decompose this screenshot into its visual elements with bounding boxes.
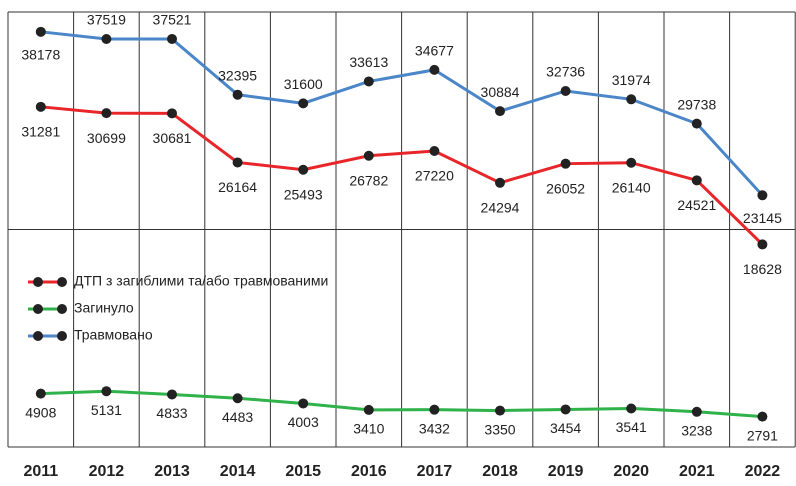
data-label: 26140 (612, 179, 651, 195)
data-label: 32395 (218, 67, 257, 83)
point (560, 404, 571, 415)
data-label: 33613 (349, 54, 388, 70)
x-tick-label: 2018 (482, 463, 518, 480)
x-tick-label: 2015 (285, 463, 321, 480)
data-label: 3238 (681, 422, 712, 438)
data-label: 4003 (288, 414, 319, 430)
data-label: 34677 (415, 43, 454, 59)
point (35, 101, 46, 112)
point (626, 157, 637, 168)
data-label: 32736 (546, 64, 585, 80)
legend-dot (57, 331, 67, 341)
data-label: 26782 (349, 172, 388, 188)
legend-label: Загинуло (74, 300, 134, 316)
data-label: 3350 (484, 421, 515, 437)
point (429, 404, 440, 415)
line (40, 30, 764, 197)
data-label: 4483 (222, 409, 253, 425)
point (363, 76, 374, 87)
point (101, 386, 112, 397)
data-label: 31974 (612, 72, 651, 88)
point (298, 398, 309, 409)
point (363, 150, 374, 161)
x-tick-label: 2016 (351, 463, 387, 480)
point (363, 404, 374, 415)
x-tick-label: 2017 (417, 463, 453, 480)
data-label: 23145 (743, 210, 782, 226)
line (40, 389, 763, 419)
data-label: 29738 (677, 96, 716, 112)
data-label: 18628 (743, 261, 782, 277)
data-label: 30884 (481, 84, 520, 100)
point (35, 388, 46, 399)
data-label: 37519 (87, 12, 126, 28)
point (101, 108, 112, 119)
data-label: 3454 (550, 420, 581, 436)
data-label: 30699 (87, 130, 126, 146)
point (167, 33, 177, 44)
point (495, 106, 505, 117)
point (626, 403, 637, 414)
point (691, 175, 702, 186)
data-label: 3410 (353, 421, 384, 437)
point (429, 145, 440, 156)
x-tick-label: 2011 (23, 463, 58, 480)
point (626, 94, 637, 105)
legend-dot (33, 331, 43, 341)
x-tick-label: 2012 (89, 463, 125, 480)
point (167, 108, 177, 119)
data-label: 3432 (419, 420, 450, 436)
x-tick-label: 2019 (548, 463, 584, 480)
x-tick-label: 2014 (220, 463, 256, 480)
data-label: 38178 (21, 47, 60, 63)
point (232, 89, 243, 100)
point (757, 239, 768, 250)
point (691, 406, 702, 417)
data-label: 24294 (481, 200, 520, 216)
point (560, 158, 571, 169)
data-label: 3541 (616, 419, 647, 435)
data-label: 24521 (677, 197, 716, 213)
x-tick-label: 2013 (154, 463, 190, 480)
data-label: 30681 (153, 130, 192, 146)
point (560, 85, 571, 96)
point (691, 118, 702, 129)
data-label: 25493 (284, 186, 323, 202)
data-label: 4908 (25, 404, 56, 420)
point (232, 393, 243, 404)
data-label: 26052 (546, 180, 585, 196)
point (167, 389, 177, 400)
legend-dot (33, 304, 43, 314)
data-label: 27220 (415, 168, 454, 184)
x-tick-label: 2021 (679, 463, 715, 480)
line (40, 105, 764, 246)
point (298, 164, 309, 175)
point (757, 411, 768, 422)
point (35, 26, 46, 37)
legend-dot (57, 277, 67, 287)
data-label: 31600 (284, 76, 323, 92)
point (495, 405, 505, 416)
point (429, 64, 440, 75)
x-tick-label: 2020 (613, 463, 649, 480)
point (757, 190, 768, 201)
data-label: 31281 (21, 124, 60, 140)
point (101, 33, 112, 44)
point (495, 177, 505, 188)
legend-dot (33, 277, 43, 287)
data-label: 5131 (91, 402, 122, 418)
data-label: 37521 (153, 12, 192, 28)
legend-dot (57, 304, 67, 314)
point (232, 157, 243, 168)
point (298, 98, 309, 109)
legend-label: ДТП з загиблими та/або травмованими (74, 273, 328, 289)
x-tick-label: 2022 (745, 463, 781, 480)
data-label: 2791 (747, 427, 778, 443)
data-label: 26164 (218, 179, 257, 195)
data-label: 4833 (156, 405, 187, 421)
legend-label: Травмовано (74, 327, 153, 343)
